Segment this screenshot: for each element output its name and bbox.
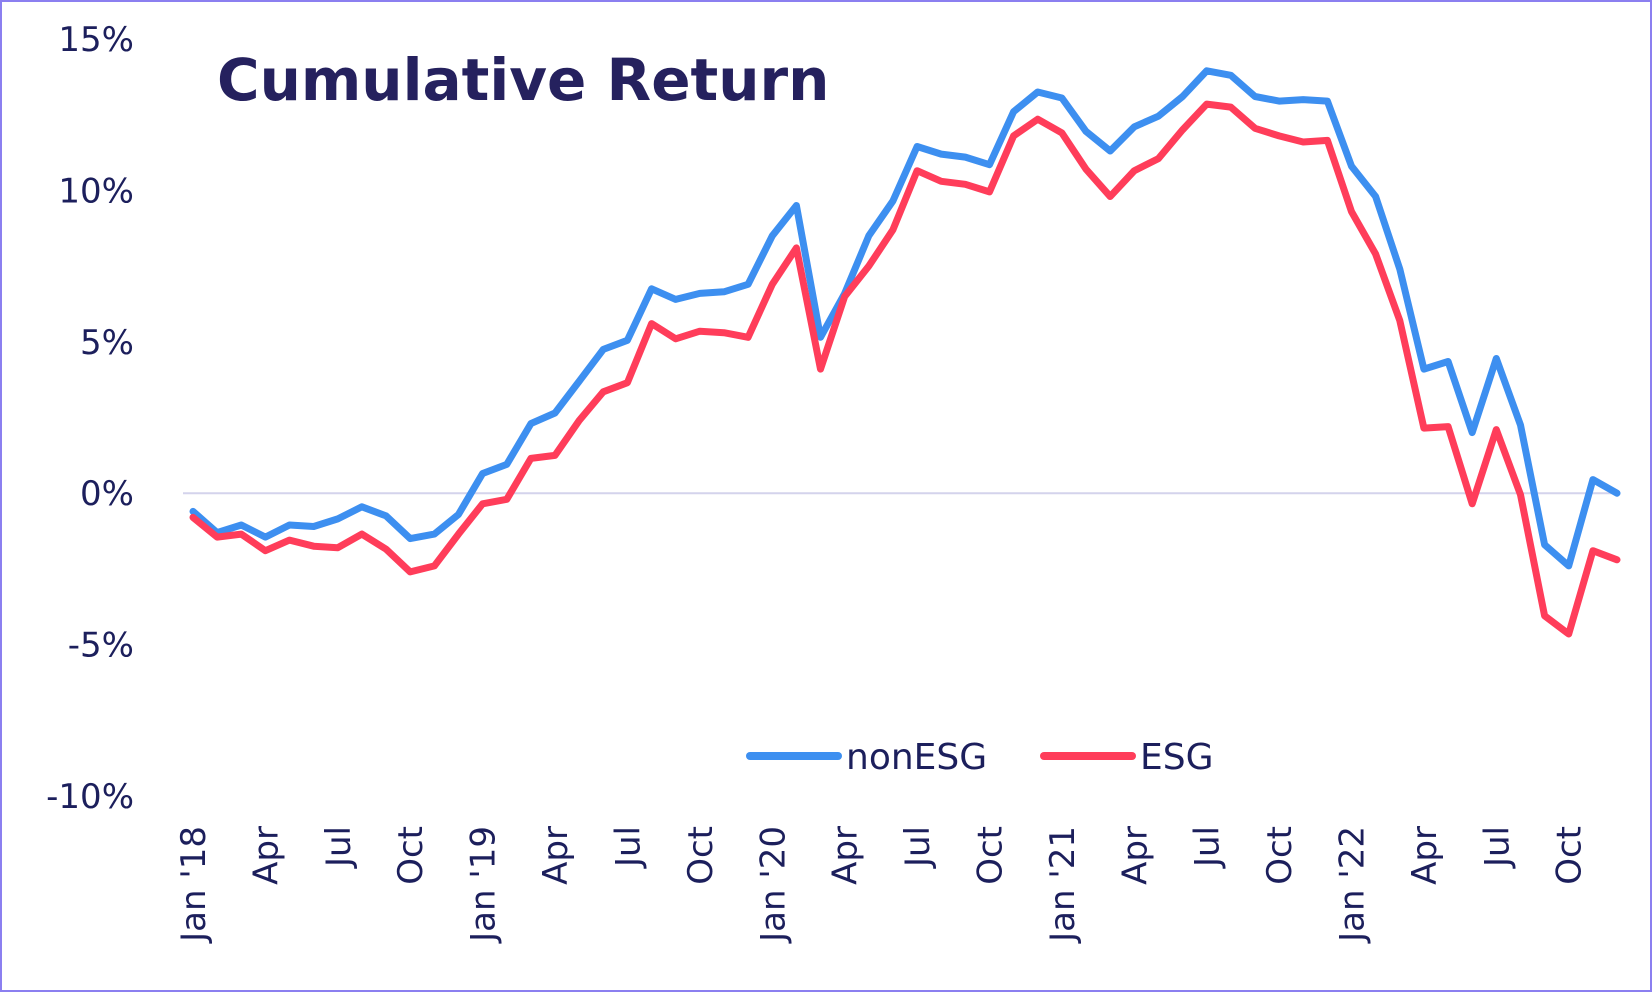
x-tick-label: Oct [391, 826, 431, 885]
chart-title: Cumulative Return [217, 46, 829, 114]
y-tick-label: -10% [46, 777, 134, 817]
x-tick-label: Apr [826, 826, 866, 885]
series-lines [189, 67, 1621, 638]
x-tick-label: Apr [246, 826, 286, 885]
x-tick-label: Oct [681, 826, 721, 885]
x-tick-label: Jul [608, 826, 648, 869]
x-tick-label: Apr [536, 826, 576, 885]
legend-label-esg: ESG [1140, 737, 1214, 778]
x-tick-label: Apr [1405, 826, 1445, 885]
y-tick-label: -5% [68, 626, 134, 666]
legend: nonESG ESG [746, 737, 1214, 778]
x-tick-label: Oct [1550, 826, 1590, 885]
x-tick-label: Jan '19 [464, 826, 504, 944]
x-tick-label: Jul [898, 826, 938, 869]
x-tick-label: Jan '21 [1043, 826, 1083, 944]
x-tick-label: Jul [319, 826, 359, 869]
x-tick-label: Oct [1260, 826, 1300, 885]
series-line-esg [189, 100, 1621, 638]
x-tick-label: Jan '18 [174, 826, 214, 944]
legend-label-nonesg: nonESG [846, 737, 987, 778]
x-tick-label: Jan '20 [753, 826, 793, 944]
x-axis-tick-labels: Jan '18 Apr Jul Oct Jan '19 Apr Jul Oct Jan '20 A… [174, 826, 1590, 944]
y-tick-label: 15% [58, 20, 134, 60]
x-tick-label: Jul [1477, 826, 1517, 869]
y-tick-label: 0% [80, 474, 134, 514]
series-line-nonesg [189, 67, 1621, 570]
x-tick-label: Apr [1115, 826, 1155, 885]
y-tick-label: 5% [80, 323, 134, 363]
x-tick-label: Oct [970, 826, 1010, 885]
x-tick-label: Jul [1188, 826, 1228, 869]
y-axis-tick-labels: -10% -5% 0% 5% 10% 15% [46, 20, 134, 817]
x-tick-label: Jan '22 [1333, 826, 1373, 944]
y-tick-label: 10% [58, 171, 134, 211]
